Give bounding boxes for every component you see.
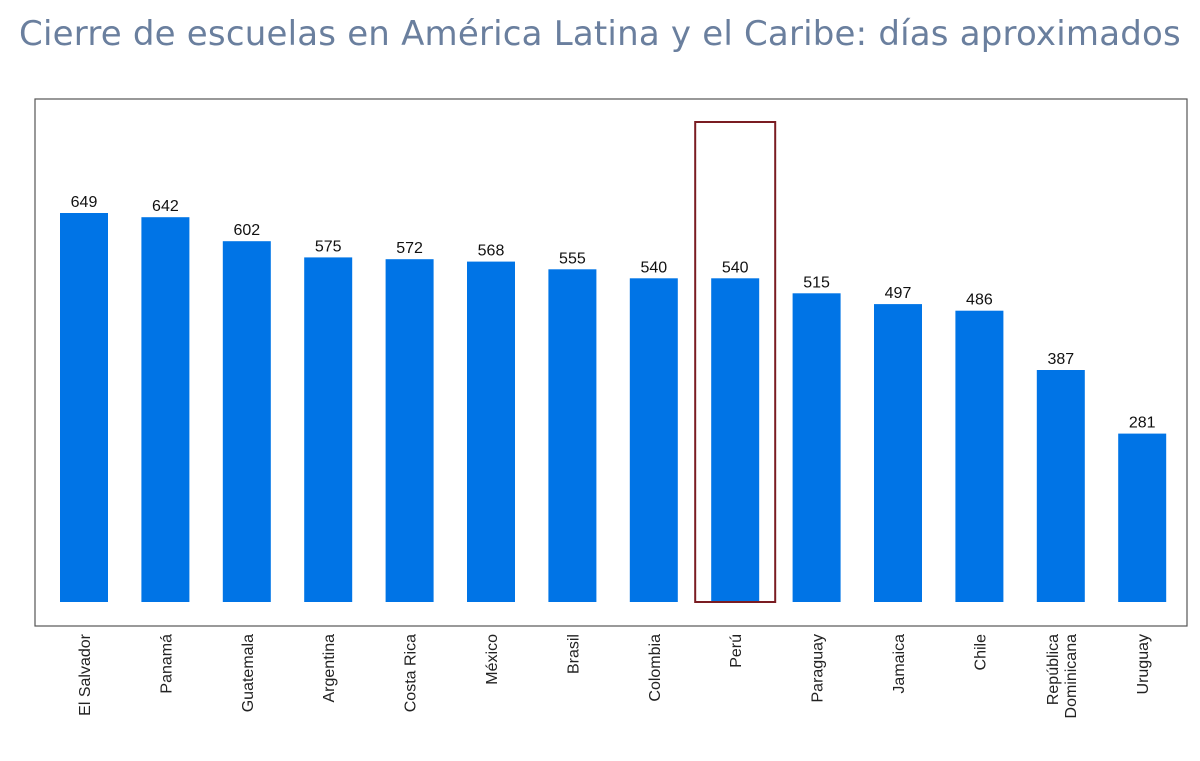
data-label: 555: [559, 250, 586, 267]
x-tick-label: RepúblicaDominicana: [1045, 634, 1080, 719]
bar: [304, 257, 353, 602]
x-tick-label-line: Dominicana: [1063, 634, 1080, 719]
plot-frame: [34, 98, 1188, 627]
x-tick-label-line: Colombia: [647, 634, 664, 702]
x-tick-label: Uruguay: [1135, 634, 1152, 694]
x-tick-label-line: México: [484, 634, 501, 685]
data-label: 575: [315, 238, 342, 255]
bar: [60, 213, 108, 602]
bar: [711, 278, 760, 602]
x-tick-label: Paraguay: [810, 634, 827, 703]
x-tick-label-line: Panamá: [158, 634, 175, 694]
data-label: 649: [71, 194, 98, 211]
x-tick-label: México: [484, 634, 501, 685]
bar: [467, 261, 515, 602]
x-tick-label-line: Argentina: [321, 634, 338, 703]
data-label: 568: [478, 243, 505, 260]
data-label: 540: [640, 259, 667, 276]
data-label: 281: [1129, 415, 1156, 432]
x-tick-label-line: República: [1045, 634, 1062, 705]
x-tick-label-line: El Salvador: [77, 633, 94, 715]
x-tick-label: Colombia: [647, 634, 664, 702]
data-label: 572: [396, 240, 423, 257]
x-tick-label: Chile: [972, 634, 989, 671]
data-label: 515: [803, 274, 830, 291]
bar: [1118, 433, 1167, 602]
x-tick-label-line: Chile: [972, 634, 989, 671]
bar: [955, 310, 1004, 602]
bar: [141, 217, 190, 602]
data-label: 387: [1047, 351, 1074, 368]
bar: [792, 293, 841, 602]
bar: [629, 278, 678, 602]
x-tick-label-line: Perú: [728, 634, 745, 668]
x-tick-label: Perú: [728, 634, 745, 668]
x-tick-label: El Salvador: [77, 633, 94, 715]
data-label: 486: [966, 292, 993, 309]
x-tick-label: Costa Rica: [403, 634, 420, 712]
x-tick-label-line: Uruguay: [1135, 634, 1152, 694]
bar: [385, 259, 434, 602]
bar: [1036, 370, 1085, 602]
bar: [874, 304, 922, 602]
bar: [548, 269, 597, 602]
x-tick-label-line: Costa Rica: [403, 634, 420, 712]
chart-title: Cierre de escuelas en América Latina y e…: [19, 14, 1181, 54]
x-tick-label: Jamaica: [891, 634, 908, 694]
x-tick-label-line: Paraguay: [810, 634, 827, 703]
data-label: 540: [722, 259, 749, 276]
x-tick-label-line: Jamaica: [891, 634, 908, 694]
x-tick-label: Argentina: [321, 634, 338, 703]
data-label: 497: [885, 285, 912, 302]
x-tick-label-line: Brasil: [565, 634, 582, 674]
highlight-box: [694, 121, 777, 603]
bar: [222, 241, 271, 602]
x-tick-label: Panamá: [158, 634, 175, 694]
data-label: 602: [233, 222, 260, 239]
data-label: 642: [152, 198, 179, 215]
x-tick-label: Brasil: [565, 634, 582, 674]
x-tick-label-line: Guatemala: [240, 634, 257, 712]
x-tick-label: Guatemala: [240, 634, 257, 712]
